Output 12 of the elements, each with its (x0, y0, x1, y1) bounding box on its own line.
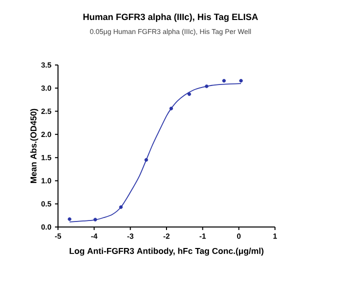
chart-title: Human FGFR3 alpha (IIIc), His Tag ELISA (83, 13, 258, 22)
x-axis-title: Log Anti-FGFR3 Antibody, hFc Tag Conc.(μg/ml) (70, 248, 264, 256)
point (222, 78, 226, 83)
point (68, 217, 72, 221)
point (119, 205, 123, 209)
point (144, 158, 148, 162)
point (187, 92, 192, 96)
point (204, 84, 208, 88)
point (169, 106, 173, 110)
point (93, 218, 98, 222)
point (239, 78, 243, 83)
y-axis-title: Mean Abs.(OD450) (30, 108, 38, 183)
